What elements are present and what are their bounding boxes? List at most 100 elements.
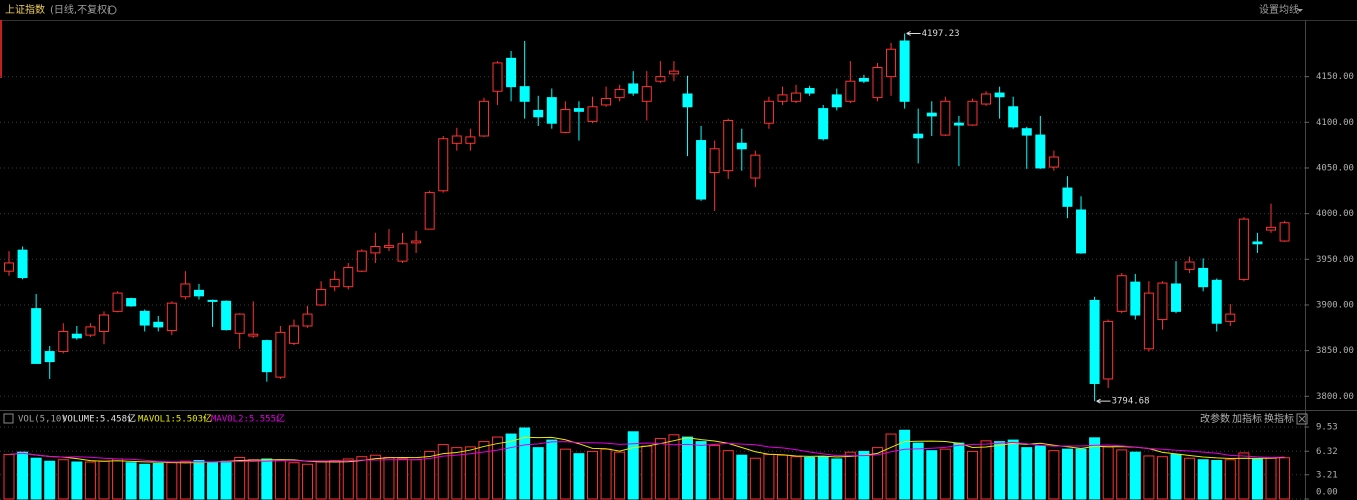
volume-bar (831, 458, 843, 500)
volume-bar (424, 450, 436, 500)
close-icon[interactable] (1298, 415, 1306, 423)
settings-icon[interactable] (107, 5, 117, 15)
candle-body (858, 77, 869, 82)
volume-bar (342, 458, 354, 500)
y-tick-label: 4050.00 (1316, 163, 1354, 173)
candle-body (438, 138, 449, 192)
candle-body (58, 330, 69, 353)
candle-body (411, 240, 422, 244)
button-add[interactable]: 加指标 (1232, 412, 1262, 425)
annotation-arrow (1096, 398, 1111, 404)
candle-body (153, 321, 164, 328)
volume-bar (125, 462, 137, 500)
candle-body (424, 192, 435, 230)
candle-body (601, 98, 612, 106)
volume-bar (207, 461, 219, 500)
mavol1-arrow: ↑ (202, 415, 207, 425)
candle-body (221, 300, 232, 331)
candle-body (1035, 134, 1046, 169)
volume-bar (627, 431, 639, 500)
candle-body (628, 83, 639, 94)
candle-body (967, 100, 978, 126)
candle-body (696, 140, 707, 200)
mavol2-value: MAVOL2:5.555亿 (211, 413, 285, 425)
candle-body (763, 100, 774, 124)
volume-bar (1265, 457, 1277, 500)
volume-bar (369, 454, 381, 500)
button-switch[interactable]: 换指标 (1264, 412, 1294, 425)
volume-bar (17, 451, 29, 500)
volume-bar (953, 442, 965, 500)
y-tick-label: 0.00 (1316, 488, 1338, 498)
candle-body (1252, 241, 1263, 245)
dropdown-arrow[interactable] (1297, 9, 1303, 12)
volume-bar (899, 429, 911, 500)
button-params[interactable]: 改参数 (1200, 412, 1230, 425)
volume-arrow: ↓ (127, 415, 132, 425)
candle-body (275, 331, 286, 378)
candle-body (316, 288, 327, 306)
volume-bar (736, 454, 748, 500)
candle-body (1157, 282, 1168, 321)
close-button[interactable] (1296, 413, 1308, 425)
candle-body (166, 302, 177, 332)
candle-body (1116, 275, 1127, 312)
candle-body (343, 267, 354, 288)
candle-body (126, 298, 137, 307)
volume-bar (383, 456, 395, 500)
indicator-name: VOL(5,10) (18, 415, 67, 425)
volume-bar (885, 433, 897, 500)
candle-body (981, 93, 992, 105)
ma-settings[interactable]: 设置均线 (1259, 3, 1299, 16)
candle-body (492, 62, 503, 92)
volume-bar (166, 462, 178, 500)
volume-bar (966, 450, 978, 500)
volume-bar (682, 436, 693, 500)
volume-bar (844, 451, 856, 500)
volume-bar (600, 448, 612, 500)
candle-body (791, 92, 802, 102)
volume-bar (1143, 455, 1155, 500)
volume-bar (559, 448, 571, 500)
volume-bar (804, 456, 816, 500)
candle-body (329, 278, 340, 288)
candle-body (180, 283, 191, 298)
candle-body (98, 314, 109, 332)
volume-bar (302, 463, 314, 500)
candle-body (994, 92, 1005, 98)
volume-bar (1156, 456, 1168, 500)
volume-bar (356, 456, 368, 500)
volume-bar (84, 461, 96, 500)
volume-bar (926, 450, 938, 500)
volume-bar (668, 434, 680, 500)
volume-bar (1238, 452, 1250, 500)
candle-body (1279, 222, 1290, 242)
volume-bar (1170, 453, 1182, 500)
candle-body (845, 80, 856, 102)
help-icon[interactable] (3, 413, 14, 424)
low-annotation: 3794.68 (1112, 397, 1150, 407)
candle-body (1198, 267, 1209, 288)
volume-bar (749, 457, 761, 500)
candle-body (804, 88, 815, 94)
candle-body (533, 109, 544, 118)
y-tick-label: 4150.00 (1316, 72, 1354, 82)
volume-bar (1224, 459, 1236, 500)
volume-bar (410, 459, 422, 500)
volume-bar (994, 441, 1006, 500)
candle-body (1143, 292, 1154, 350)
candle-body (655, 76, 666, 82)
candle-body (397, 243, 408, 262)
volume-bar (98, 460, 110, 500)
volume-bar (234, 456, 246, 500)
candle-body (1103, 320, 1114, 380)
mavol2-arrow: ↓ (275, 415, 280, 425)
volume-bar (587, 450, 599, 500)
volume-bar (1061, 448, 1073, 500)
candle-body (1266, 226, 1277, 231)
volume-bar (152, 463, 164, 500)
volume-bar (790, 456, 802, 500)
volume-bar (532, 447, 544, 500)
volume-bar (329, 459, 341, 500)
volume-bar (709, 444, 721, 500)
